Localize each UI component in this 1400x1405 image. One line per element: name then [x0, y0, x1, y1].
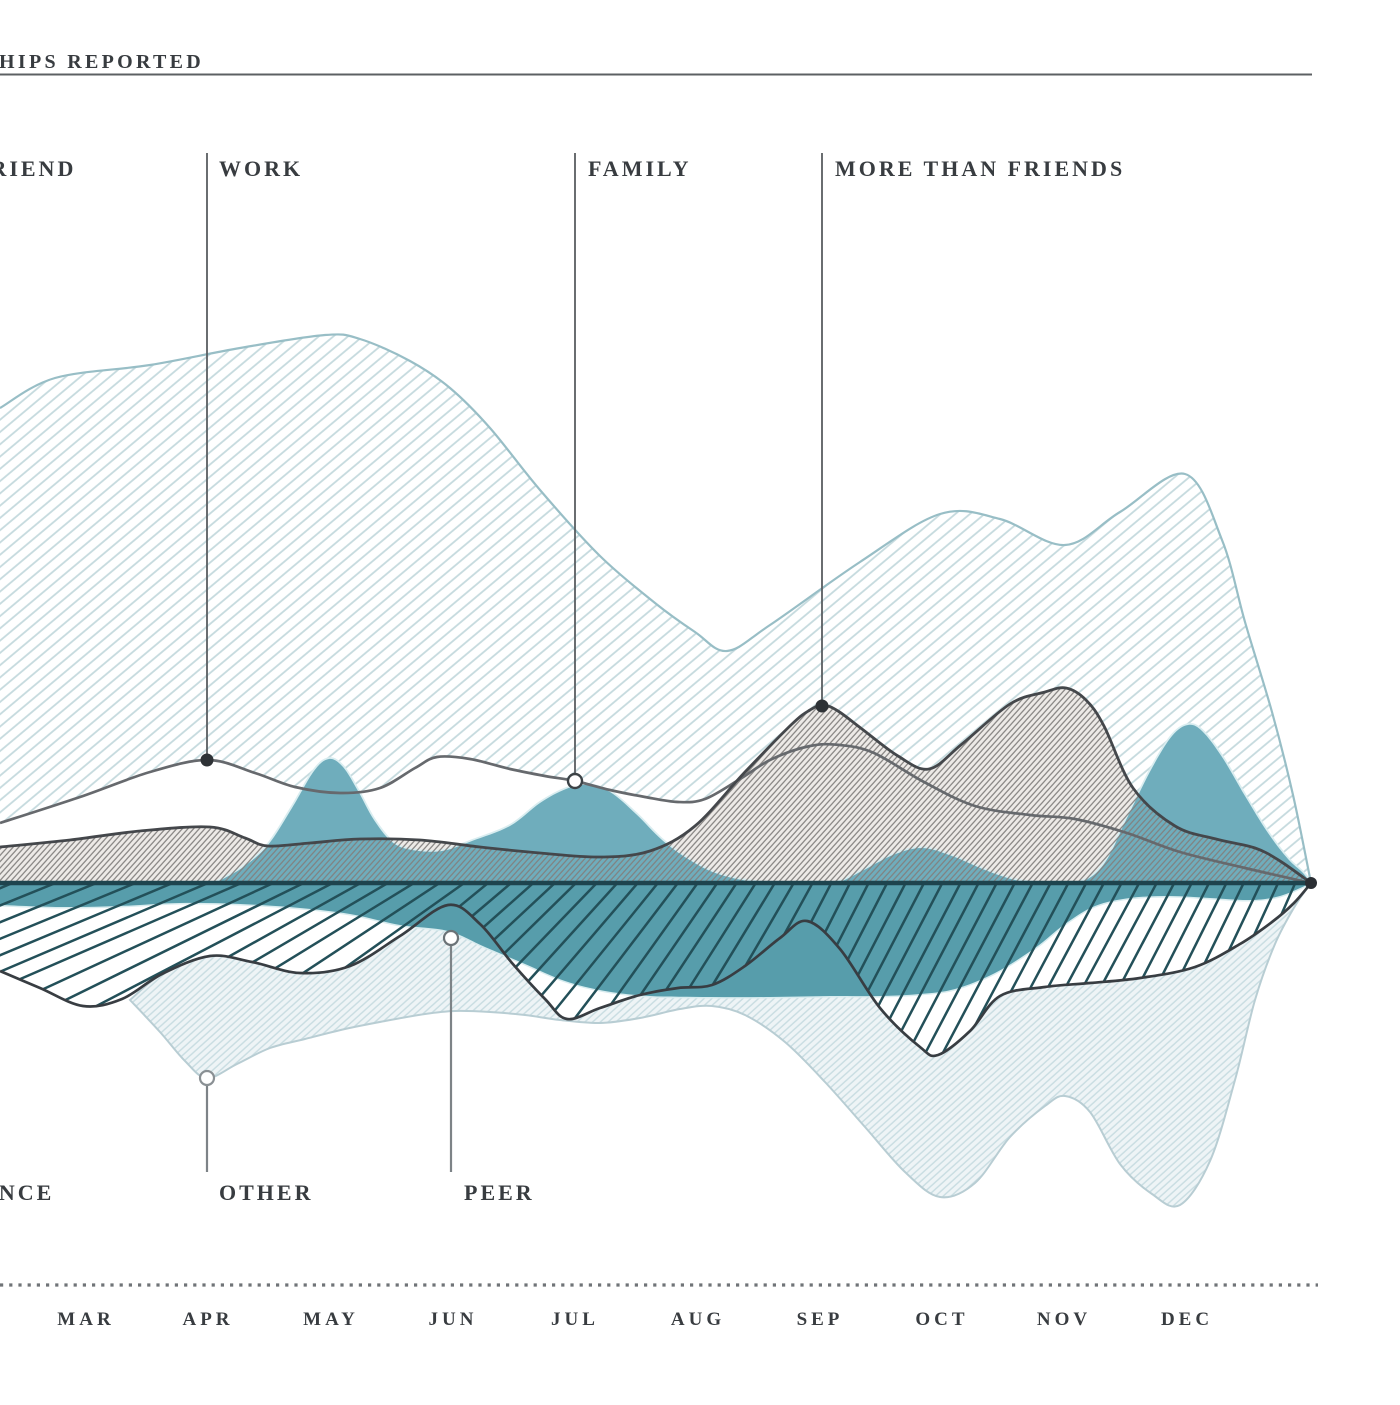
svg-text:OCT: OCT [915, 1309, 968, 1330]
svg-text:APR: APR [182, 1309, 233, 1330]
svg-text:RELATIONSHIPS REPORTED: RELATIONSHIPS REPORTED [0, 51, 204, 73]
svg-text:JUL: JUL [551, 1309, 599, 1330]
svg-text:NOV: NOV [1037, 1309, 1091, 1330]
svg-text:JUN: JUN [429, 1309, 478, 1330]
svg-text:ANCE: ANCE [0, 1180, 54, 1205]
svg-text:MORE THAN FRIENDS: MORE THAN FRIENDS [835, 156, 1125, 181]
svg-text:PEER: PEER [464, 1180, 535, 1205]
svg-text:AUG: AUG [671, 1309, 725, 1330]
svg-text:WORK: WORK [219, 156, 303, 181]
svg-text:MAY: MAY [303, 1309, 359, 1330]
svg-text:SEP: SEP [797, 1309, 844, 1330]
svg-text:DEC: DEC [1161, 1309, 1213, 1330]
svg-text:OTHER: OTHER [219, 1180, 313, 1205]
svg-text:FRIEND: FRIEND [0, 156, 76, 181]
svg-text:FAMILY: FAMILY [588, 156, 692, 181]
svg-text:MAR: MAR [57, 1309, 114, 1330]
